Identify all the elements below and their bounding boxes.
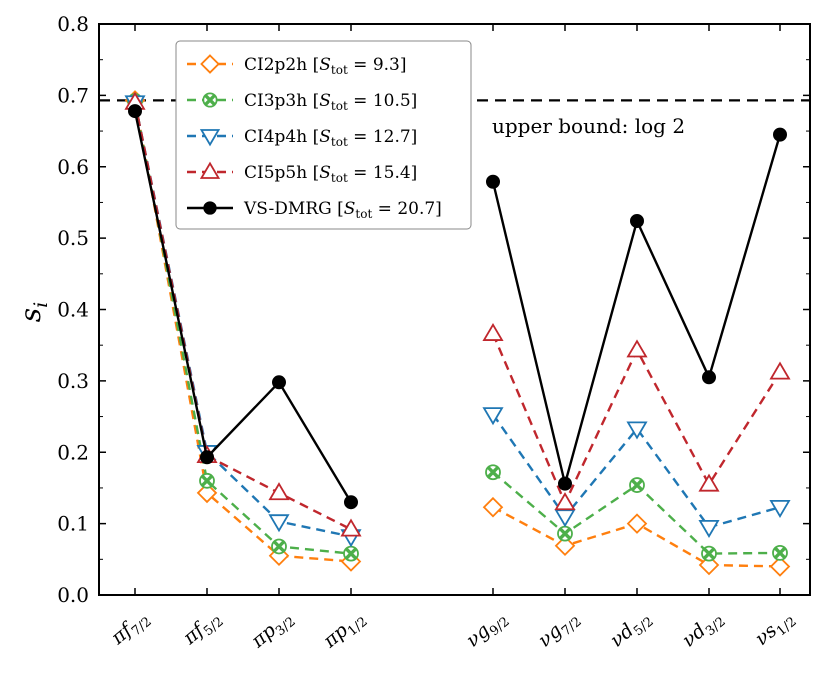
x-tick-label: πf7/2 <box>106 606 154 653</box>
series-line <box>133 110 353 503</box>
legend-entry: CI2p2h [Stot = 9.3] <box>187 54 407 77</box>
data-point <box>268 514 290 533</box>
x-tick-label: πp1/2 <box>318 606 370 656</box>
legend-marker <box>199 129 221 147</box>
data-point <box>626 421 648 440</box>
y-tick-label: 0.5 <box>57 226 89 250</box>
legend: CI2p2h [Stot = 9.3] CI3p3h [Stot = 10.5] C… <box>175 40 472 230</box>
data-point <box>268 482 290 501</box>
series-line <box>133 102 352 538</box>
legend-entry: CI3p3h [Stot = 10.5] <box>187 91 417 113</box>
data-point <box>340 518 362 537</box>
x-tick-label: νg9/2 <box>462 606 513 655</box>
series-line <box>492 413 781 529</box>
axis-ticks: 0.0 0.1 0.2 0.3 0.4 0.5 0.6 0.7 0.8 <box>57 12 810 607</box>
data-point <box>629 477 645 493</box>
legend-entry: CI4p4h [Stot = 12.7] <box>187 127 417 149</box>
series-line <box>133 100 352 555</box>
data-point <box>702 370 716 385</box>
legend-label: CI3p3h [Stot = 10.5] <box>244 91 417 113</box>
upper-bound-annotation: upper bound: log 2 <box>492 114 685 138</box>
legend-entry: CI5p5h [Stot = 15.4] <box>187 161 417 185</box>
legend-marker <box>203 201 217 215</box>
data-point <box>482 496 504 518</box>
svg-text:si: si <box>14 302 52 322</box>
legend-marker <box>199 161 221 179</box>
data-point <box>626 339 648 358</box>
legend-label: CI5p5h [Stot = 15.4] <box>244 163 417 185</box>
x-tick-label: πp3/2 <box>246 606 298 656</box>
y-tick-label: 0.3 <box>57 369 89 393</box>
y-tick-label: 0.4 <box>57 298 89 322</box>
data-point <box>554 535 576 557</box>
y-tick-label: 0.1 <box>57 512 89 536</box>
data-point <box>344 495 358 510</box>
data-point <box>630 213 644 228</box>
legend-entry: VS-DMRG [Stot = 20.7] <box>187 199 442 221</box>
data-point <box>199 472 215 489</box>
plot-frame <box>98 23 811 596</box>
legend-marker <box>202 92 218 108</box>
data-point <box>772 544 788 561</box>
data-point <box>271 538 287 555</box>
data-point <box>482 407 504 426</box>
data-point <box>698 554 720 576</box>
y-tick-label: 0.2 <box>57 440 89 464</box>
data-point <box>482 322 504 341</box>
legend-marker <box>200 54 220 74</box>
x-tick-label: νd3/2 <box>678 606 729 655</box>
data-point <box>200 450 214 465</box>
data-point <box>769 361 791 380</box>
series-5 <box>128 104 787 510</box>
y-tick-label: 0.8 <box>57 12 89 36</box>
x-tick-labels: πf7/2 πf5/2 πp3/2 πp1/2 νg9/2 νg7/2 νd5/2 νd3/2… <box>106 606 800 656</box>
y-tick-label: 0.7 <box>57 83 89 107</box>
legend-label: CI4p4h [Stot = 12.7] <box>244 127 417 149</box>
data-point <box>128 104 142 119</box>
data-point <box>343 545 359 562</box>
x-tick-label: πf5/2 <box>178 606 226 653</box>
data-point <box>698 473 720 492</box>
data-point <box>701 545 717 562</box>
data-point <box>272 375 286 390</box>
series-group <box>124 90 791 577</box>
y-tick-label: 0.0 <box>57 583 89 607</box>
data-point <box>196 482 218 504</box>
data-point <box>486 174 500 189</box>
legend-label: CI2p2h [Stot = 9.3] <box>244 55 407 77</box>
data-point <box>769 556 791 577</box>
legend-label: VS-DMRG [Stot = 20.7] <box>243 199 442 221</box>
series-2 <box>127 93 788 562</box>
data-point <box>554 492 576 511</box>
data-point <box>558 476 572 491</box>
x-tick-label: νs1/2 <box>751 606 800 653</box>
data-point <box>485 464 501 481</box>
data-point <box>773 127 787 142</box>
data-point <box>557 525 573 542</box>
data-point <box>698 519 720 538</box>
x-tick-label: νg7/2 <box>534 606 585 655</box>
x-tick-label: νd5/2 <box>606 606 657 655</box>
legend-box <box>175 40 472 230</box>
data-point <box>626 513 648 534</box>
data-point <box>554 509 576 528</box>
y-tick-label: 0.6 <box>57 155 89 179</box>
data-point <box>769 500 791 518</box>
y-axis-label: si <box>14 302 52 322</box>
